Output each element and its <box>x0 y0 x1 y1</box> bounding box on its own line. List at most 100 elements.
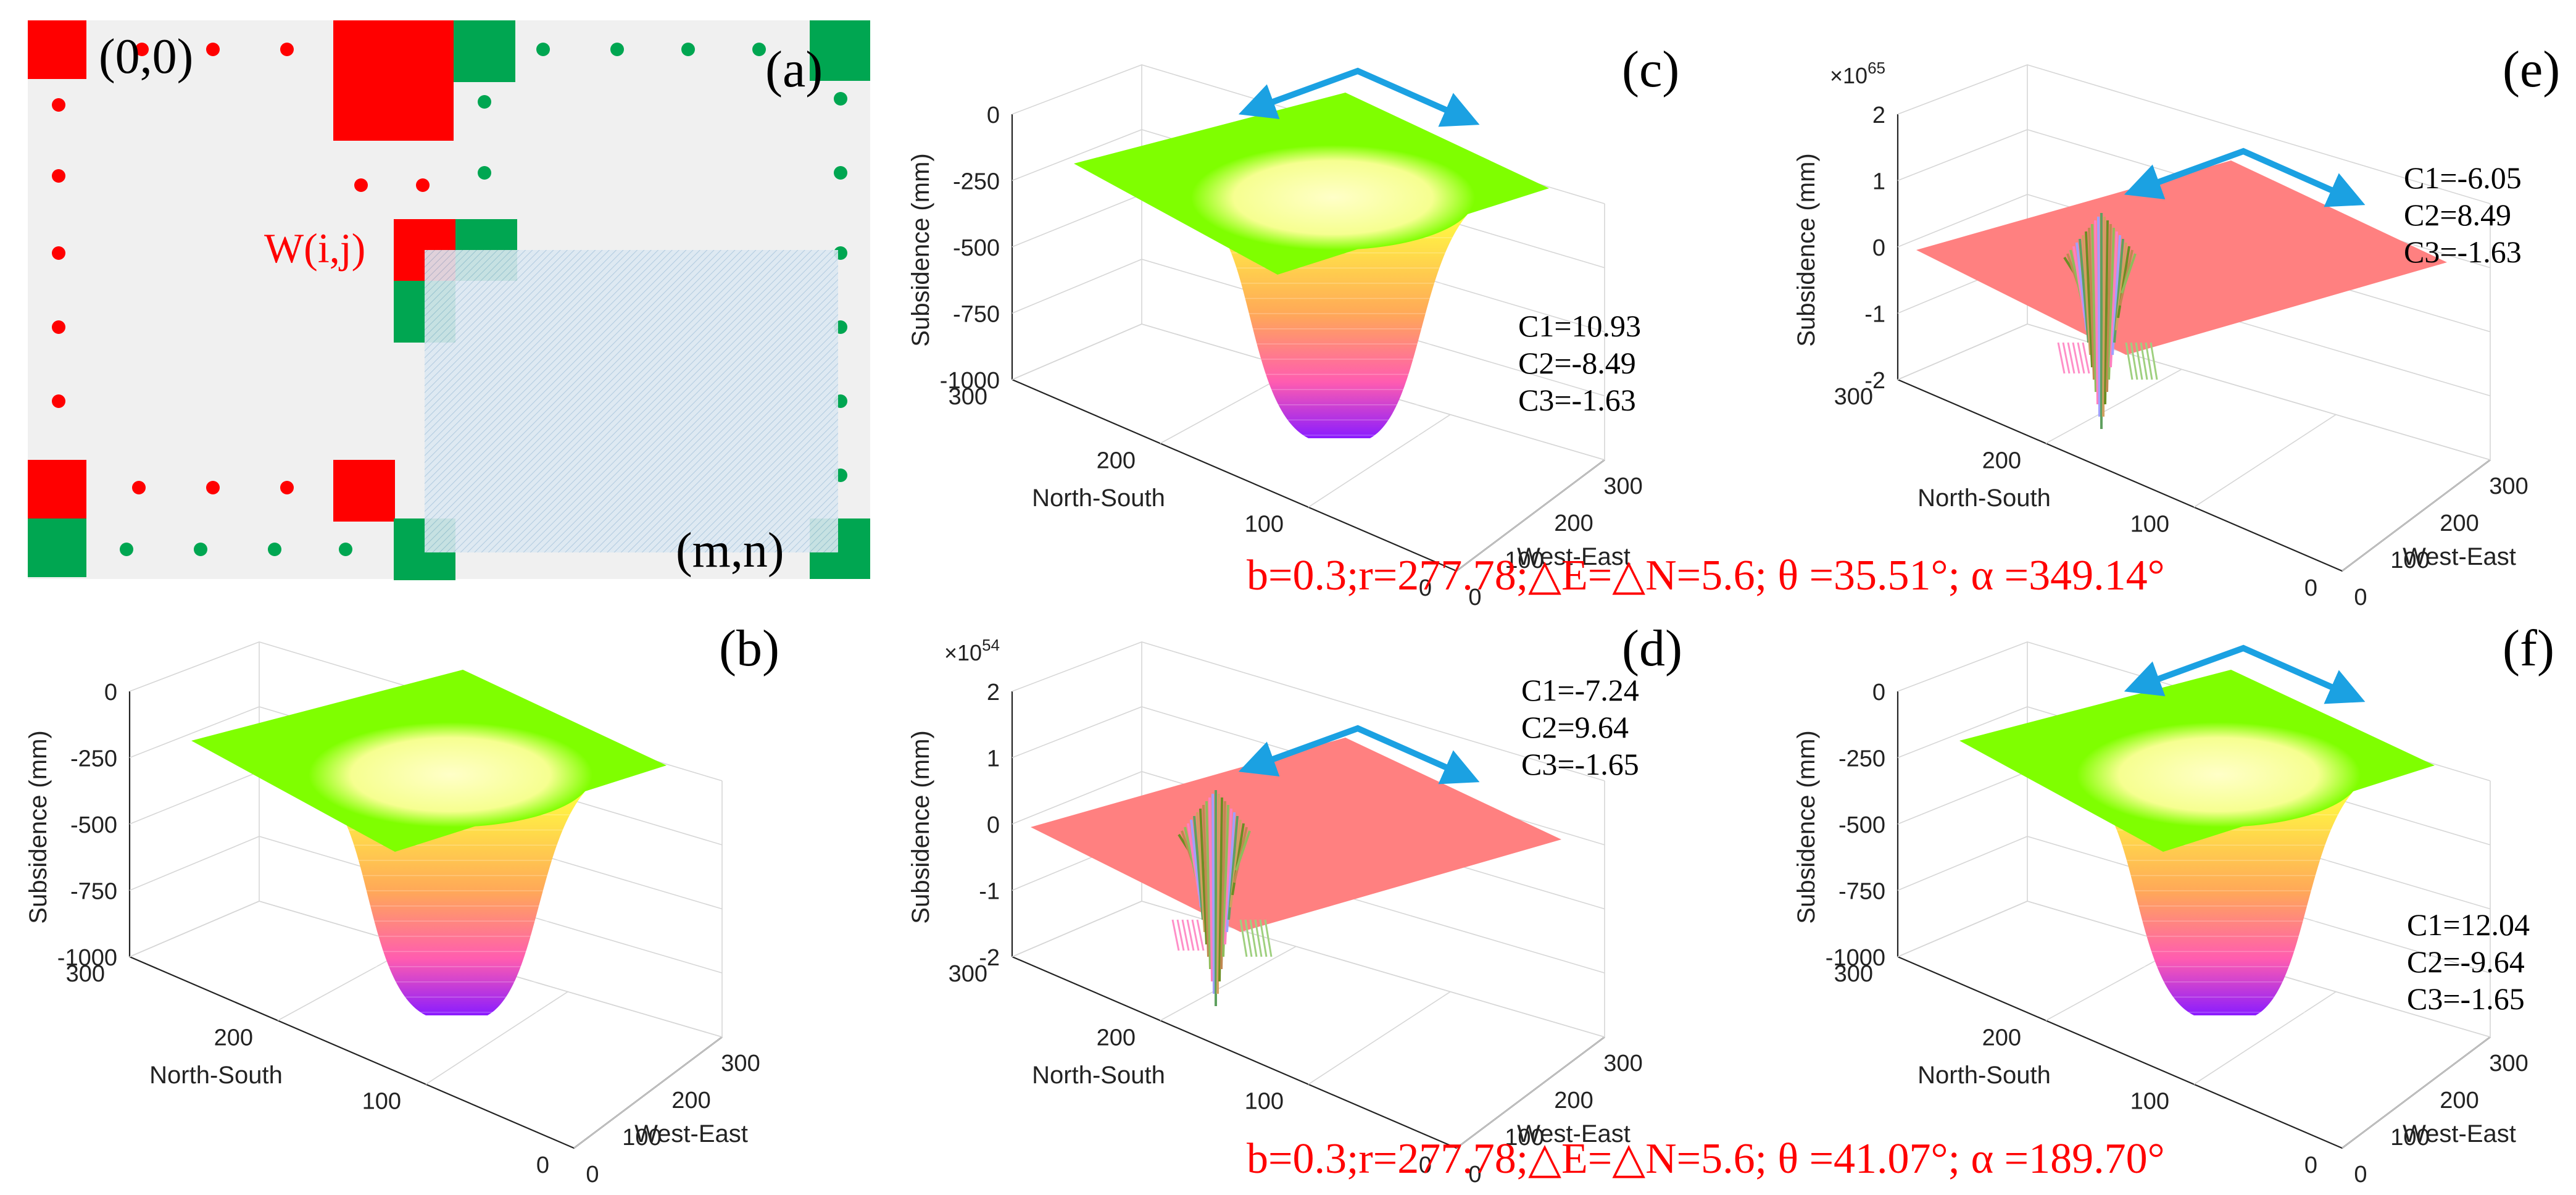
z-tick-label: -250 <box>70 746 117 772</box>
z-tick-label: -1000 <box>57 945 117 971</box>
red-grid-point <box>416 178 430 192</box>
green-grid-point <box>339 543 352 556</box>
coefficient-label: C2=-8.49 <box>1518 346 1636 380</box>
z-gridline <box>1012 901 1605 1038</box>
oscillation-ripple <box>1264 919 1273 957</box>
z-gridline <box>1897 64 2491 204</box>
floor-axes <box>1012 956 1605 1149</box>
direction-arrow <box>2124 148 2366 207</box>
origin-label: (0,0) <box>99 30 193 84</box>
x-tick-label: 0 <box>1468 585 1481 610</box>
floor-gridline <box>2193 991 2337 1085</box>
green-grid-point <box>681 43 695 56</box>
x-axis-title: West-East <box>1517 1120 1631 1147</box>
red-grid-point <box>132 481 146 494</box>
oscillation-ripple <box>1171 919 1180 951</box>
floor-gridline <box>425 991 568 1085</box>
oscillation-spike <box>1193 815 1204 920</box>
surface-plane <box>1916 160 2447 355</box>
coefficient-label: C3=-1.63 <box>1518 383 1636 417</box>
oscillation-ripple <box>2062 342 2071 374</box>
oscillation-spike <box>2109 231 2118 368</box>
oscillation-spike <box>1231 823 1245 896</box>
panel-a-diagram: (0,0) (m,n) W(i,j) (a) <box>28 20 870 580</box>
oscillation-ripple <box>2067 342 2075 374</box>
x-axis-title: West-East <box>2403 543 2516 570</box>
z-tick-label: 0 <box>1872 680 1885 706</box>
x-tick-label: 0 <box>1468 1162 1481 1188</box>
floor-gridline <box>1897 323 2028 380</box>
oscillation-ripple <box>2150 342 2158 380</box>
z-gridline <box>1012 259 1605 397</box>
red-window-cell <box>28 460 86 518</box>
oscillation-ripple <box>1191 919 1200 951</box>
oscillation-ripple <box>1181 919 1190 951</box>
oscillation-spike <box>2094 220 2099 405</box>
red-grid-point <box>52 246 65 260</box>
chart-panel-e: 2 1 0 -1 -2 0 0 100 100 200 200 300 300 Subsidence (m… <box>1793 59 2528 610</box>
coefficient-label: C3=-1.65 <box>2407 981 2525 1016</box>
z-tick-label: 0 <box>987 102 1000 128</box>
floor-gridline <box>1308 414 1451 508</box>
coefficient-label: C2=8.49 <box>2404 198 2511 232</box>
floor-axes <box>1897 378 2491 572</box>
floor-gridline <box>1012 901 1142 957</box>
floor-back-edges <box>1897 323 2491 460</box>
oscillation-spike <box>2097 216 2101 417</box>
coefficient-label: C1=-7.24 <box>1521 673 1639 707</box>
floor-gridline <box>129 901 260 957</box>
z-axis-title: Subsidence (mm) <box>1793 730 1820 923</box>
direction-arrow <box>1238 725 1480 785</box>
y-tick-label: 300 <box>66 961 105 987</box>
z-gridline <box>1012 641 1605 781</box>
z-axis-title: Subsidence (mm) <box>907 730 934 923</box>
x-tick-label: 300 <box>721 1051 760 1076</box>
chart-panel-f: 0 -250 -500 -750 -1000 0 0 100 100 200 200 300 300 Su… <box>1793 641 2530 1188</box>
oscillation-ripple <box>1254 919 1263 957</box>
coefficient-label: C3=-1.65 <box>1521 747 1639 781</box>
y-tick-label: 100 <box>1245 1089 1284 1115</box>
y-axis-title: North-South <box>1917 485 2051 512</box>
z-exponent-label: ×1054 <box>944 636 1000 665</box>
red-grid-point <box>52 320 65 334</box>
green-grid-point <box>120 543 133 556</box>
z-gridline <box>129 836 723 974</box>
y-tick-label: 0 <box>1419 575 1432 601</box>
red-grid-point <box>52 169 65 183</box>
z-tick-label: -250 <box>1839 746 1885 772</box>
oscillation-spike <box>2108 227 2115 380</box>
oscillation-ripple <box>2130 342 2138 380</box>
z-tick-label: 0 <box>104 680 117 706</box>
y-axis-title: North-South <box>1917 1062 2051 1089</box>
oscillation-ripple <box>1244 919 1253 957</box>
oscillation-spike <box>1216 793 1220 994</box>
floor-gridline <box>2341 459 2491 572</box>
direction-arrow <box>1238 67 1480 127</box>
y-tick-label: 300 <box>1834 384 1873 410</box>
oscillation-ripple <box>1249 919 1258 957</box>
x-tick-label: 300 <box>1603 473 1642 499</box>
oscillation-spike <box>2117 246 2130 319</box>
green-grid-point <box>478 95 491 109</box>
oscillation-spike <box>1226 812 1236 933</box>
panel-label-d: (d) <box>1622 620 1682 677</box>
oscillation-ripple <box>1239 919 1248 957</box>
basin-opening <box>309 722 592 827</box>
y-tick-label: 100 <box>2130 512 2169 538</box>
z-tick-label: 0 <box>987 812 1000 838</box>
surface-plane <box>1031 738 1561 932</box>
z-gridline <box>1897 836 2491 974</box>
oscillation-ripple <box>2077 342 2085 374</box>
coefficient-label: C2=9.64 <box>1521 710 1629 744</box>
red-grid-point <box>354 178 368 192</box>
panel-label-a: (a) <box>765 41 823 98</box>
green-grid-point <box>834 166 847 180</box>
y-tick-label: 100 <box>1245 512 1284 538</box>
x-axis-title: West-East <box>1517 543 1631 570</box>
y-tick-label: 0 <box>1419 1152 1432 1178</box>
z-gridline <box>1897 323 2491 460</box>
x-tick-label: 100 <box>2390 1125 2429 1151</box>
oscillation-spike <box>2085 231 2093 368</box>
x-axis-title: West-East <box>634 1120 748 1147</box>
red-grid-point <box>52 98 65 112</box>
